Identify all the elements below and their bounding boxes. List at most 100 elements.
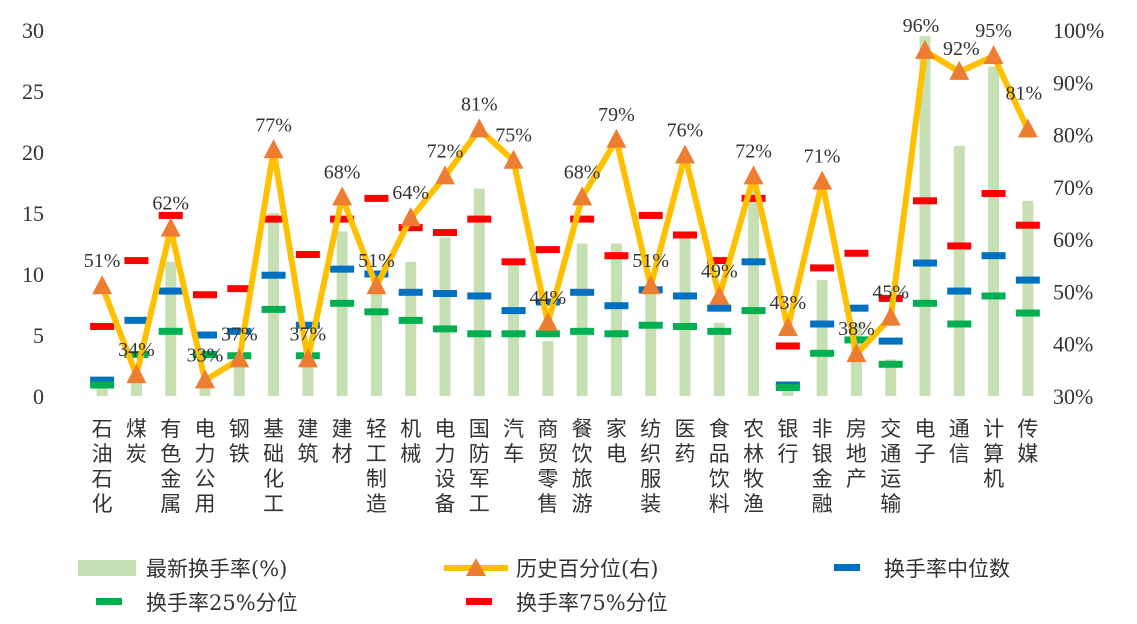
percentile-labels: 51%34%62%33%37%77%37%68%51%64%72%81%75%4…	[84, 15, 1042, 366]
dash-p25	[1015, 309, 1040, 317]
percentile-data-label: 51%	[84, 250, 121, 272]
dash-p25	[673, 322, 697, 330]
dash-p75	[844, 249, 869, 257]
left-y-axis: 0 5 10 15 20 25 30	[22, 18, 44, 409]
percentile-data-label: 75%	[495, 125, 532, 147]
dash-p75	[364, 194, 389, 202]
dash-p75	[227, 285, 252, 293]
bar-latest-turnover	[576, 243, 588, 396]
dash-p75	[398, 224, 423, 232]
dash-p25	[775, 383, 800, 391]
category-label: 电子	[915, 417, 936, 466]
dash-p75	[90, 322, 115, 330]
left-y-tick-label: 5	[33, 323, 44, 348]
bar-latest-turnover	[542, 341, 554, 396]
percentile-data-label: 68%	[564, 161, 601, 183]
category-label: 医药	[675, 417, 696, 466]
percentile-marker	[709, 285, 730, 305]
dash-median	[398, 288, 423, 296]
dash-median	[364, 270, 389, 278]
percentile-polyline	[99, 47, 1031, 384]
percentile-data-label: 95%	[975, 20, 1012, 42]
bar-latest-turnover	[302, 359, 314, 396]
category-label: 农林牧渔	[743, 417, 764, 516]
percentile-marker	[572, 186, 593, 206]
percentile-marker	[469, 118, 490, 138]
dash-p75	[501, 258, 526, 266]
bar-latest-turnover	[439, 237, 451, 396]
bar-latest-turnover	[336, 231, 348, 396]
category-label: 非银金融	[812, 417, 833, 516]
dash-p75	[673, 231, 697, 239]
legend: 最新换手率(%) 历史百分位(右) 换手率中位数 换手率25%分位 换手率75%…	[78, 557, 1010, 615]
dash-median	[810, 320, 835, 328]
legend-swatch-p25	[96, 598, 122, 605]
category-label: 传媒	[1017, 417, 1038, 466]
dash-p25	[501, 330, 526, 338]
dash-p75	[261, 215, 286, 223]
dash-p75	[707, 257, 732, 265]
turnover-bars	[96, 36, 1034, 396]
bar-latest-turnover	[199, 383, 211, 396]
bar-latest-turnover	[919, 36, 931, 396]
percentile-data-label: 37%	[221, 323, 258, 345]
category-label: 煤炭	[126, 417, 147, 466]
percentile-data-label: 44%	[530, 287, 567, 309]
right-y-axis: 30% 40% 50% 60% 70% 80% 90% 100%	[1053, 18, 1104, 409]
right-y-tick-label: 40%	[1053, 332, 1093, 357]
dash-median	[158, 287, 183, 295]
right-y-tick-label: 30%	[1053, 384, 1093, 409]
percentile-data-label: 34%	[118, 339, 155, 361]
dash-p75	[535, 246, 560, 254]
dash-median	[261, 271, 286, 279]
dash-median	[1015, 276, 1040, 284]
category-label: 石油石化	[92, 417, 113, 516]
bar-latest-turnover	[508, 261, 520, 396]
bar-latest-turnover	[610, 243, 622, 396]
dash-median	[673, 292, 697, 300]
dash-median	[467, 292, 492, 300]
dash-p75	[295, 250, 320, 258]
dash-p25	[570, 327, 595, 335]
legend-swatch-p75	[466, 598, 492, 605]
dash-p25	[707, 327, 732, 335]
dash-p75	[433, 229, 457, 237]
dash-p75	[775, 342, 800, 350]
percentile-marker	[1017, 118, 1038, 138]
left-y-tick-label: 20	[22, 140, 44, 165]
percentile-marker	[983, 45, 1004, 65]
dash-p25	[364, 308, 389, 316]
legend-label-p75: 换手率75%分位	[516, 591, 668, 615]
percentile-marker	[777, 317, 798, 337]
dash-p25	[398, 316, 423, 324]
percentile-data-label: 43%	[770, 292, 807, 314]
category-label: 基础化工	[263, 417, 284, 516]
percentile-marker	[92, 275, 113, 295]
category-label: 通信	[949, 417, 970, 466]
right-y-tick-label: 70%	[1053, 175, 1093, 200]
percentile-marker	[640, 275, 661, 295]
percentile-data-label: 71%	[804, 146, 841, 168]
dash-p25	[810, 349, 835, 357]
percentile-data-label: 81%	[1006, 82, 1043, 104]
percentile-marker	[915, 39, 935, 59]
category-label: 轻工制造	[366, 417, 387, 516]
category-label: 计算机	[983, 417, 1004, 491]
percentile-marker	[743, 165, 764, 185]
bar-latest-turnover	[96, 381, 108, 396]
percentile-marker	[949, 60, 970, 80]
right-y-tick-label: 100%	[1053, 18, 1104, 43]
percentile-line	[92, 39, 1038, 389]
dash-p75	[810, 264, 835, 272]
dash-p25	[90, 381, 115, 389]
legend-label-p25: 换手率25%分位	[146, 591, 298, 615]
right-y-tick-label: 60%	[1053, 227, 1093, 252]
percentile-marker	[675, 144, 695, 164]
dash-p75	[947, 242, 972, 250]
percentile-data-label: 38%	[838, 318, 875, 340]
dash-p75	[913, 197, 937, 205]
percentile-data-label: 37%	[290, 323, 327, 345]
category-label: 电力公用	[195, 417, 216, 516]
dash-p75	[330, 215, 355, 223]
